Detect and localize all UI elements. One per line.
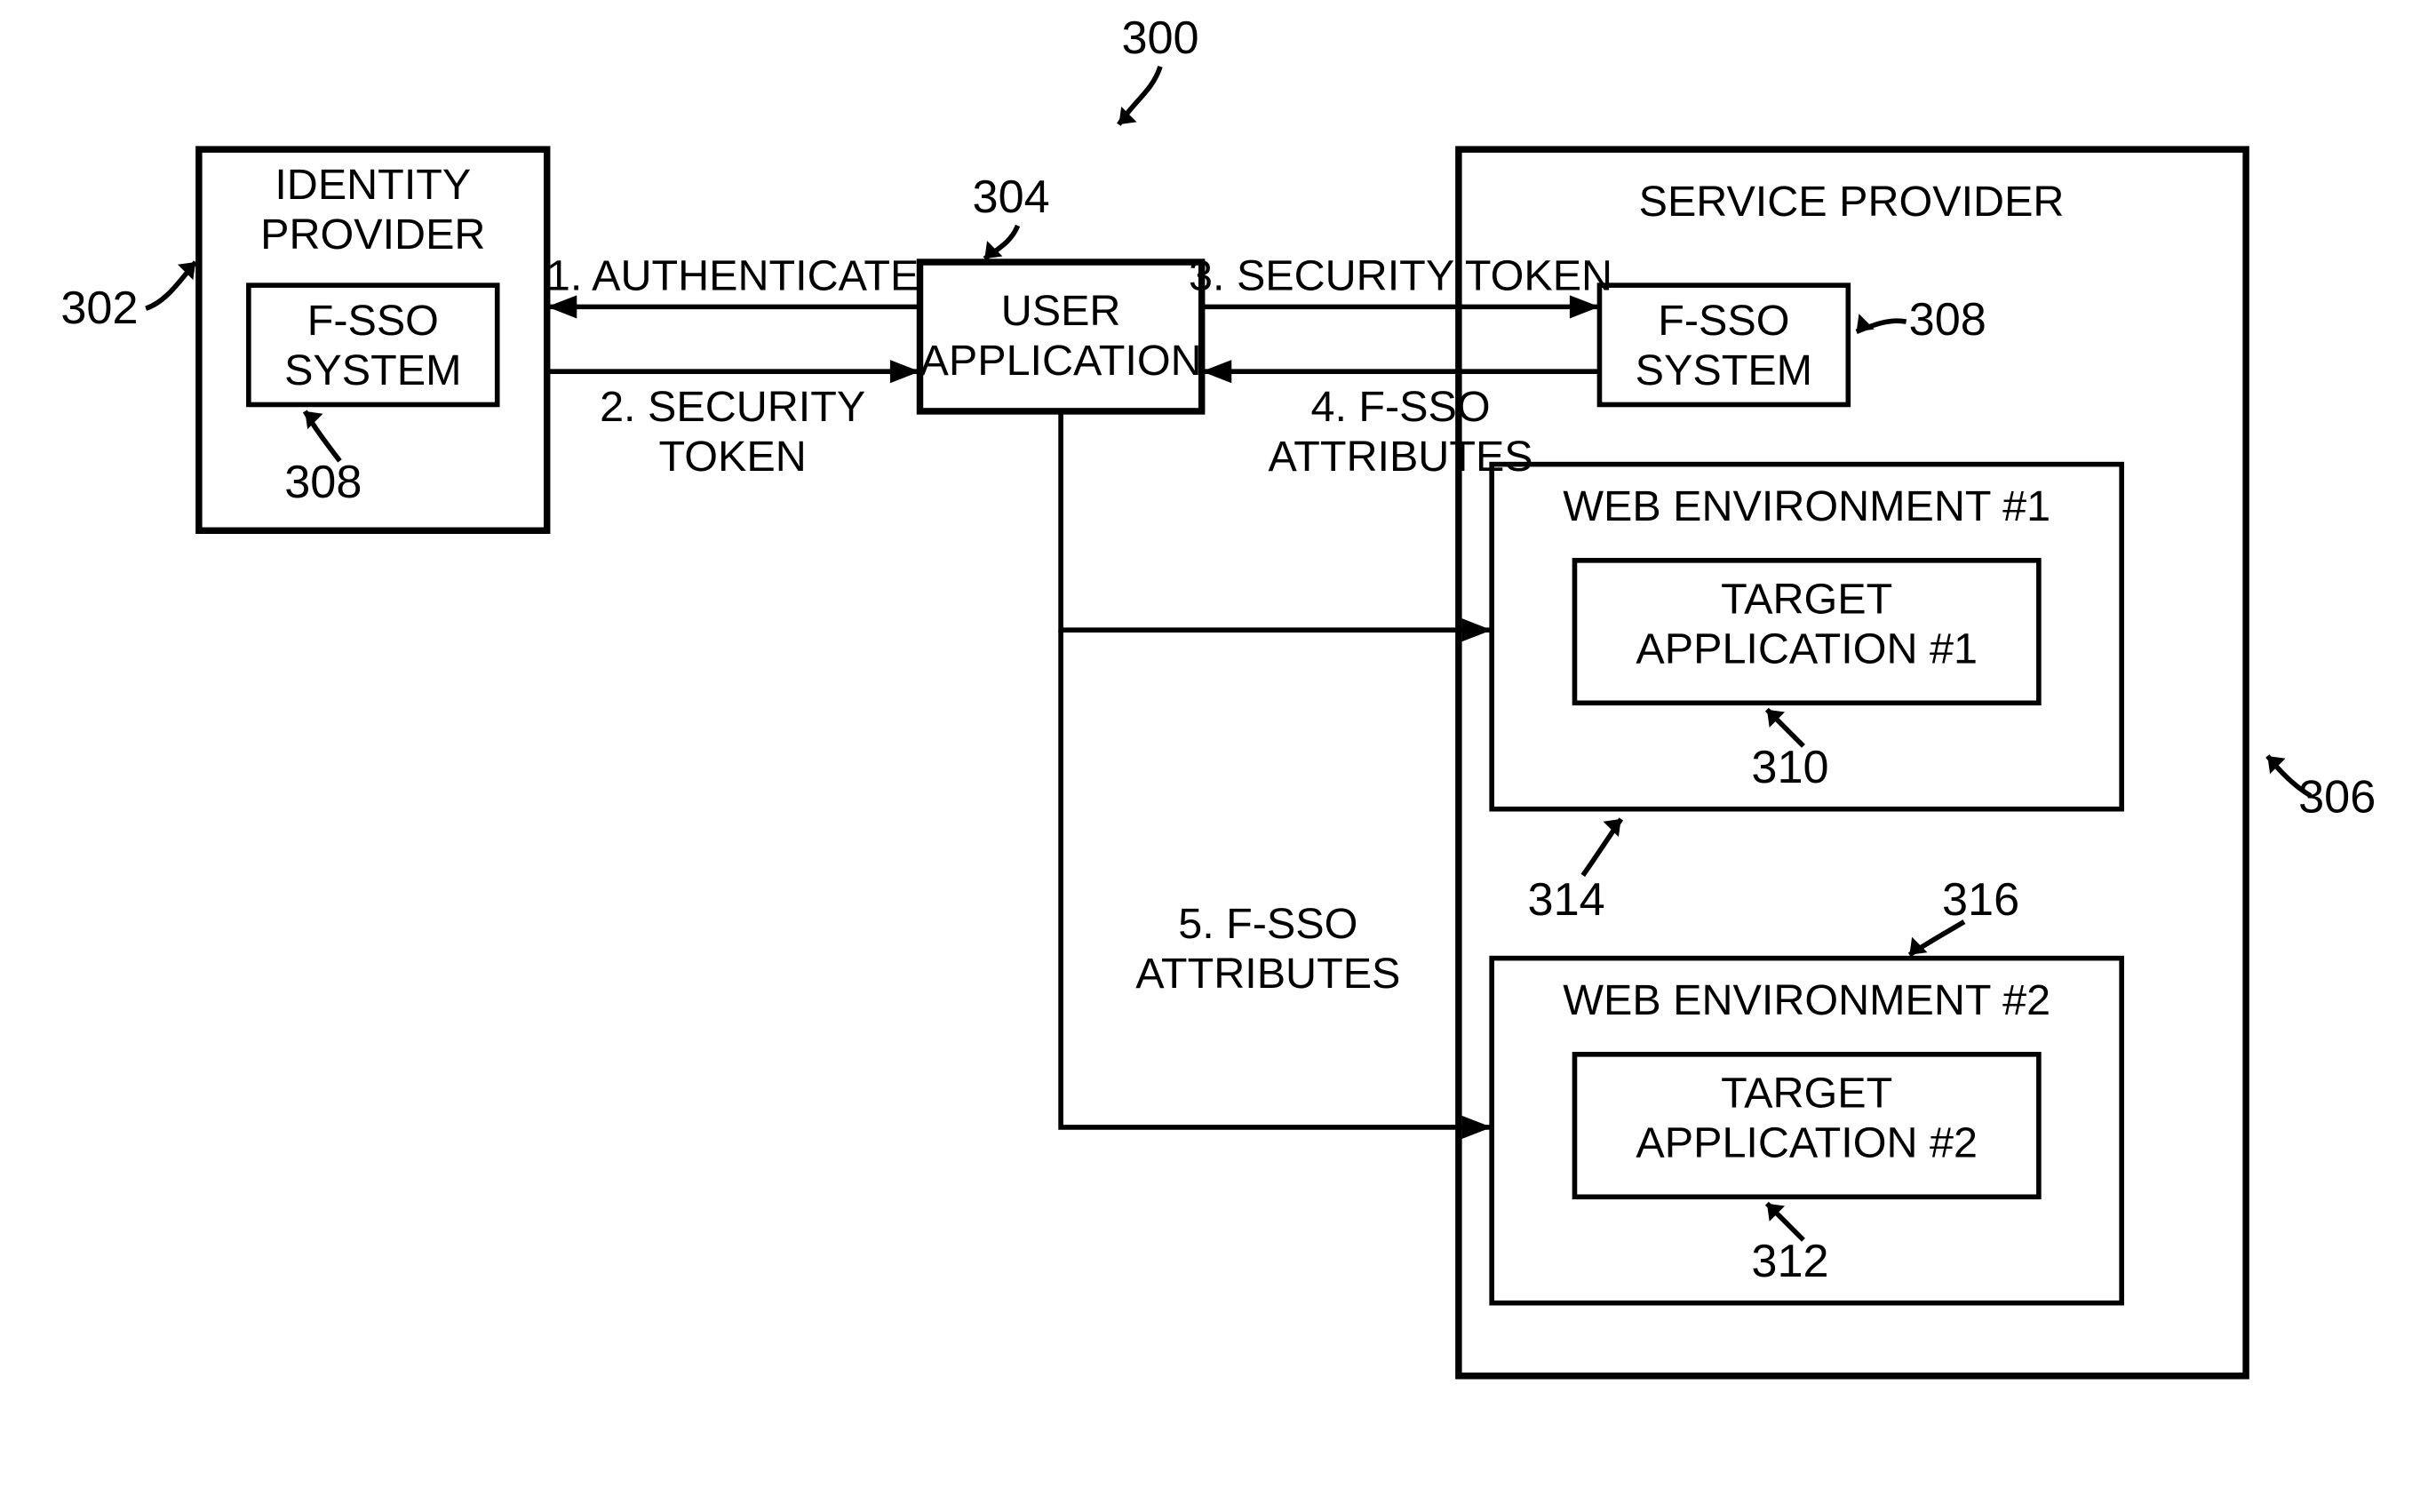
ref-text-r304: 304 (973, 171, 1050, 223)
ref-text-r308b: 308 (1909, 294, 1986, 346)
label-we2: WEB ENVIRONMENT #2 (1563, 976, 2050, 1024)
label-idp_title1: IDENTITY (275, 161, 471, 209)
ref-text-r316: 316 (1942, 874, 2019, 926)
label-user1: USER (1001, 287, 1121, 335)
label-ta1a: TARGET (1721, 576, 1892, 624)
conn-c4-label-1: ATTRIBUTES (1268, 433, 1532, 481)
label-user2: APPLICATION (920, 337, 1202, 385)
conn-c1-label-0: 1. AUTHENTICATE (546, 252, 919, 300)
label-ta1b: APPLICATION #1 (1636, 625, 1978, 673)
ref-text-r314: 314 (1528, 874, 1605, 926)
ref-text-r308a: 308 (284, 457, 362, 508)
label-idp_fsso1: F-SSO (307, 297, 439, 345)
ref-text-r300: 300 (1121, 12, 1198, 64)
box-text-layer: IDENTITYPROVIDERF-SSOSYSTEMUSERAPPLICATI… (260, 161, 2064, 1166)
conn-c2-label-1: TOKEN (659, 433, 807, 481)
conn-c2-label-0: 2. SECURITY (600, 383, 865, 431)
label-sp_fsso1: F-SSO (1658, 297, 1789, 345)
ref-text-r312: 312 (1751, 1236, 1828, 1287)
ref-text-r302: 302 (60, 283, 138, 334)
diagram-root: IDENTITYPROVIDERF-SSOSYSTEMUSERAPPLICATI… (0, 0, 2420, 1512)
label-sp_title: SERVICE PROVIDER (1639, 178, 2065, 226)
ref-text-r306: 306 (2298, 771, 2376, 823)
poly-label-c5l2: ATTRIBUTES (1135, 950, 1400, 998)
label-ta2a: TARGET (1721, 1070, 1892, 1118)
label-sp_fsso2: SYSTEM (1636, 346, 1812, 394)
label-idp_fsso2: SYSTEM (284, 346, 461, 394)
label-ta2b: APPLICATION #2 (1636, 1119, 1978, 1167)
conn-c4-label-0: 4. F-SSO (1310, 383, 1490, 431)
poly-label-c5l1: 5. F-SSO (1178, 900, 1357, 948)
label-idp_title2: PROVIDER (260, 211, 485, 259)
polyconn-c5b (1061, 630, 1492, 1127)
diagram-svg: IDENTITYPROVIDERF-SSOSYSTEMUSERAPPLICATI… (0, 0, 2420, 1512)
conn-c3-label-0: 3. SECURITY TOKEN (1189, 252, 1612, 300)
poly-connections-layer: 5. F-SSOATTRIBUTES (1061, 411, 1492, 1139)
label-we1: WEB ENVIRONMENT #1 (1563, 482, 2050, 530)
ref-text-r310: 310 (1751, 742, 1828, 793)
